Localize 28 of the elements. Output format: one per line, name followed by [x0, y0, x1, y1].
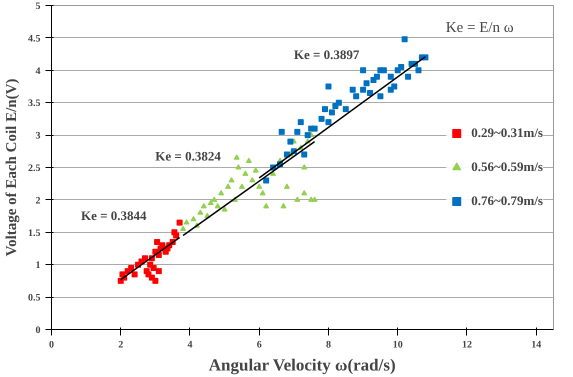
annotation: Ke = 0.3824 [155, 148, 222, 164]
y-tick-label: 1 [36, 260, 40, 272]
x-axis-title: Angular Velocity ω(rad/s) [208, 356, 396, 374]
y-tick-label: 4.5 [28, 33, 40, 44]
y-tick-label: 4 [36, 66, 40, 77]
x-tick-label: 8 [326, 340, 331, 350]
annotation: Ke = 0.3844 [80, 208, 148, 223]
y-tick-label: 1.5 [28, 228, 40, 239]
y-tick-label: 0 [36, 325, 40, 336]
legend-label: 0.29~0.31m/s [471, 125, 543, 141]
y-tick-label: 2 [36, 195, 40, 206]
y-axis-title: Voltage of Each Coil E/n(V) [4, 78, 20, 256]
x-tick-label: 14 [531, 340, 542, 350]
x-tick-label: 10 [392, 340, 403, 350]
legend-label: 0.76~0.79m/s [471, 193, 543, 209]
annotation: Ke = 0.3897 [294, 47, 360, 62]
annotation: Ke = E/n ω [446, 20, 514, 36]
x-tick-label: 0 [49, 340, 54, 350]
y-tick-label: 0.5 [28, 292, 40, 304]
x-tick-label: 12 [462, 340, 472, 350]
x-tick-label: 6 [256, 340, 262, 350]
x-tick-label: 4 [187, 340, 192, 350]
y-tick-label: 3.5 [28, 98, 40, 110]
x-tick-label: 2 [118, 340, 124, 350]
y-tick-label: 5 [36, 1, 40, 12]
y-tick-label: 3 [36, 130, 40, 142]
y-tick-label: 2.5 [28, 163, 40, 174]
legend-label: 0.56~0.59m/s [471, 159, 543, 175]
